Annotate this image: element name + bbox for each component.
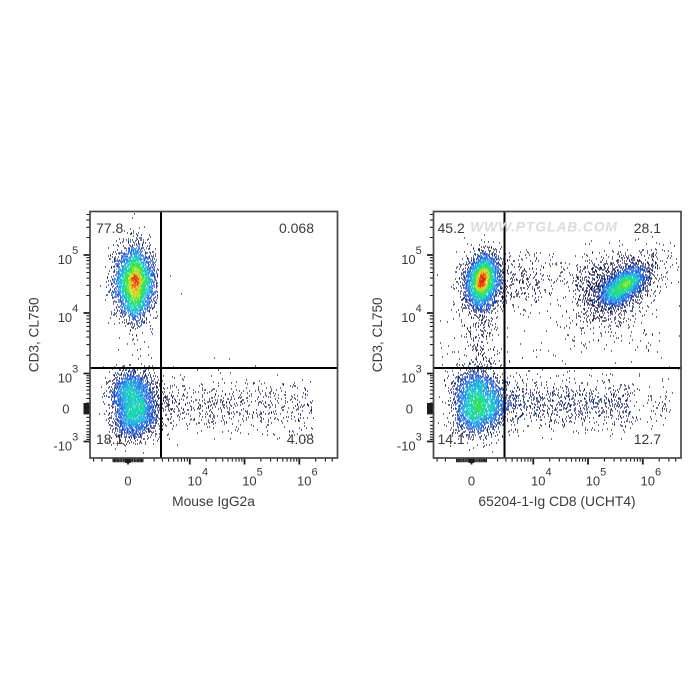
svg-text:14.1: 14.1 [438,431,465,447]
svg-text:77.8: 77.8 [96,220,123,236]
svg-text:0: 0 [406,402,413,417]
svg-text:28.1: 28.1 [634,220,661,236]
svg-text:12.7: 12.7 [634,431,661,447]
svg-text:45.2: 45.2 [438,220,465,236]
svg-text:0: 0 [62,402,69,417]
svg-text:0: 0 [124,474,131,489]
svg-text:WWW.PTGLAB.COM: WWW.PTGLAB.COM [470,219,618,235]
svg-text:CD3, CL750: CD3, CL750 [370,297,385,372]
svg-text:Mouse IgG2a: Mouse IgG2a [172,494,255,509]
svg-text:0.068: 0.068 [279,220,314,236]
svg-text:4.08: 4.08 [287,431,314,447]
svg-text:65204-1-Ig CD8 (UCHT4): 65204-1-Ig CD8 (UCHT4) [478,494,635,509]
svg-text:18.1: 18.1 [96,431,123,447]
svg-text:CD3, CL750: CD3, CL750 [27,297,42,372]
svg-text:0: 0 [468,474,475,489]
